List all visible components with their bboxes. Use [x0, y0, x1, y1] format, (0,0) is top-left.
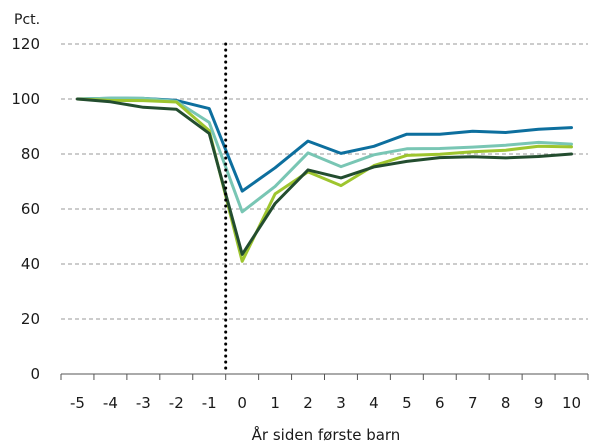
x-tick-label: 0 [237, 394, 247, 412]
x-tick-label: -5 [70, 394, 85, 412]
x-tick-label: 6 [435, 394, 445, 412]
series-line-3 [76, 97, 573, 263]
x-axis-title: År siden første barn [252, 425, 401, 444]
x-tick-label: 8 [501, 394, 511, 412]
y-axis-unit-label: Pct. [14, 12, 40, 28]
x-tick-label: 9 [534, 394, 544, 412]
gridlines [61, 43, 588, 320]
x-tick-label: 1 [270, 394, 280, 412]
y-axis-ticks: 0 20 40 60 80 100 120 [11, 35, 40, 383]
y-tick-label: 120 [11, 35, 40, 53]
y-tick-label: 20 [21, 310, 40, 328]
y-tick-label: 0 [30, 365, 40, 383]
x-tick-label: 7 [468, 394, 478, 412]
x-tick-label: -4 [103, 394, 118, 412]
x-tick-label: 5 [402, 394, 412, 412]
series-line-4 [76, 97, 573, 256]
series-line-2 [76, 96, 573, 214]
y-tick-label: 60 [21, 200, 40, 218]
x-tick-label: -3 [136, 394, 151, 412]
y-tick-label: 40 [21, 255, 40, 273]
x-tick-label: 10 [562, 394, 581, 412]
x-tick-label: -1 [202, 394, 217, 412]
y-tick-label: 100 [11, 90, 40, 108]
x-axis: -5 -4 -3 -2 -1 0 1 2 3 4 5 6 7 8 9 10 [60, 373, 589, 412]
x-tick-label: 3 [336, 394, 346, 412]
x-tick-label: -2 [169, 394, 184, 412]
y-tick-label: 80 [21, 145, 40, 163]
x-tick-label: 2 [303, 394, 313, 412]
x-tick-label: 4 [369, 394, 379, 412]
series-lines [76, 96, 573, 263]
